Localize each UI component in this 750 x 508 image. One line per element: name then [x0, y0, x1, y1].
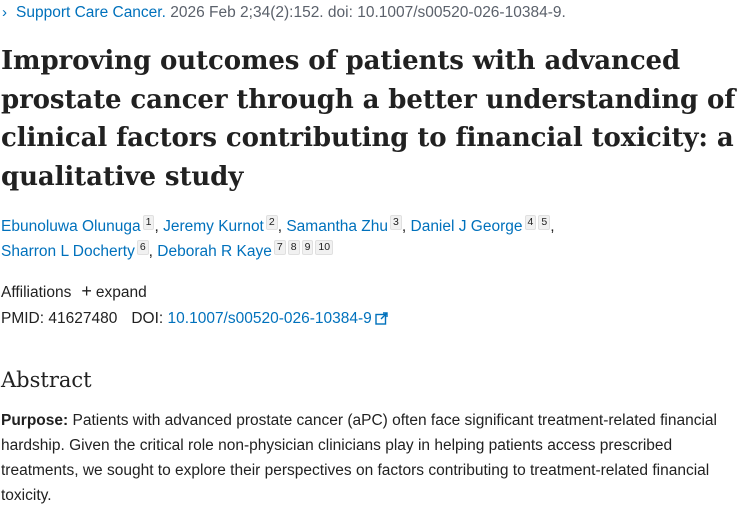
doi-label: DOI: — [131, 310, 164, 327]
affiliation-ref-button[interactable]: 4 — [524, 215, 537, 230]
expand-label[interactable]: expand — [95, 284, 147, 301]
journal-citation: › Support Care Cancer. 2026 Feb 2;34(2):1… — [2, 3, 566, 23]
pmid-label: PMID: — [1, 310, 45, 327]
abstract-heading: Abstract — [1, 368, 92, 392]
author-item: Samantha Zhu 3 — [286, 215, 402, 235]
affiliation-ref-button[interactable]: 9 — [301, 240, 314, 255]
affiliation-ref-button[interactable]: 8 — [287, 240, 300, 255]
chevron-right-icon[interactable]: › — [2, 4, 7, 21]
pmid-value: 41627480 — [48, 310, 118, 327]
affiliations-label: Affiliations — [1, 284, 72, 301]
external-link-icon — [375, 312, 388, 325]
author-item: Jeremy Kurnot 2 — [163, 215, 278, 235]
author-link[interactable]: Samantha Zhu — [286, 218, 389, 235]
author-link[interactable]: Daniel J George — [410, 218, 523, 235]
doi-link[interactable]: 10.1007/s00520-026-10384-9 — [168, 310, 388, 327]
journal-link[interactable]: Support Care Cancer. — [16, 4, 166, 21]
plus-icon: + — [81, 281, 92, 301]
author-link[interactable]: Deborah R Kaye — [157, 243, 272, 260]
author-link[interactable]: Sharron L Docherty — [1, 243, 135, 260]
author-item: Daniel J George 4 5 — [410, 215, 551, 235]
author-link[interactable]: Ebunoluwa Olunuga — [1, 218, 141, 235]
author-list: Ebunoluwa Olunuga 1, Jeremy Kurnot 2, Sama… — [1, 215, 555, 260]
purpose-text: Patients with advanced prostate cancer (… — [1, 412, 717, 504]
abstract-purpose: Purpose: Patients with advanced prostate… — [1, 408, 743, 508]
affiliations-toggle[interactable]: Affiliations + expand — [1, 281, 147, 303]
article-identifiers: PMID: 41627480 DOI: 10.1007/s00520-026-10… — [1, 309, 388, 329]
affiliation-ref-button[interactable]: 2 — [265, 215, 278, 230]
author-link[interactable]: Jeremy Kurnot — [163, 218, 264, 235]
author-item: Ebunoluwa Olunuga 1 — [1, 215, 155, 235]
article-title: Improving outcomes of patients with adva… — [1, 46, 736, 192]
affiliation-ref-button[interactable]: 5 — [538, 215, 551, 230]
author-item: Sharron L Docherty 6 — [1, 240, 149, 260]
affiliation-ref-button[interactable]: 7 — [273, 240, 286, 255]
purpose-label: Purpose: — [1, 412, 69, 429]
citation-details: 2026 Feb 2;34(2):152. doi: 10.1007/s0052… — [165, 4, 566, 21]
author-item: Deborah R Kaye 7 8 9 10 — [157, 240, 334, 260]
affiliation-ref-button[interactable]: 1 — [142, 215, 155, 230]
affiliation-ref-button[interactable]: 10 — [315, 240, 334, 255]
affiliation-ref-button[interactable]: 6 — [136, 240, 149, 255]
affiliation-ref-button[interactable]: 3 — [390, 215, 402, 230]
doi-value[interactable]: 10.1007/s00520-026-10384-9 — [167, 310, 372, 327]
